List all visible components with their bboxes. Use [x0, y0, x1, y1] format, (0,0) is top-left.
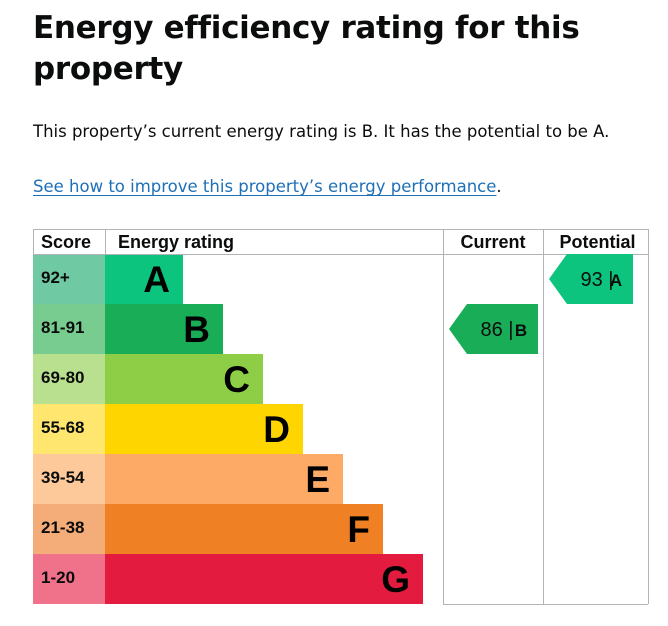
score-cell-c [33, 354, 105, 404]
improve-performance-link[interactable]: See how to improve this property’s energ… [33, 177, 497, 196]
rating-letter-c: C [223, 359, 250, 400]
score-range-a: 92+ [41, 268, 70, 287]
improve-link-line: See how to improve this property’s energ… [33, 175, 502, 199]
score-range-e: 39-54 [41, 468, 85, 487]
rating-summary: This property’s current energy rating is… [33, 122, 610, 141]
link-suffix: . [496, 177, 502, 196]
rating-letter-g: G [381, 559, 410, 600]
score-cell-a [33, 254, 105, 304]
page-title: Energy efficiency rating for this proper… [33, 10, 580, 87]
current-rating-score: 86 | [481, 319, 514, 341]
score-cell-d [33, 404, 105, 454]
score-cell-e [33, 454, 105, 504]
potential-rating-arrow [549, 254, 633, 304]
header-potential: Potential [559, 232, 635, 252]
header-energy-rating: Energy rating [118, 232, 234, 252]
potential-rating-score: 93 | [581, 269, 614, 291]
score-range-g: 1-20 [41, 568, 75, 587]
rating-bar-b [105, 304, 223, 354]
rating-letter-a: A [143, 259, 170, 300]
rating-bar-d [105, 404, 303, 454]
rating-bar-f [105, 504, 383, 554]
rating-letter-b: B [183, 309, 210, 350]
score-cell-f [33, 504, 105, 554]
header-score: Score [41, 232, 91, 252]
header-current: Current [460, 232, 525, 252]
score-range-d: 55-68 [41, 418, 84, 437]
rating-bar-a [105, 254, 183, 304]
score-range-f: 21-38 [41, 518, 84, 537]
rating-bar-e [105, 454, 343, 504]
current-rating-arrow [449, 304, 538, 354]
current-rating-band: B [515, 321, 527, 340]
score-cell-g [33, 554, 105, 604]
potential-rating-band: A [610, 271, 622, 290]
rating-letter-d: D [263, 409, 290, 450]
rating-letter-f: F [347, 509, 370, 550]
rating-letter-e: E [305, 459, 330, 500]
rating-bar-g [105, 554, 423, 604]
score-range-b: 81-91 [41, 318, 84, 337]
rating-bar-c [105, 354, 263, 404]
score-range-c: 69-80 [41, 368, 84, 387]
score-cell-b [33, 304, 105, 354]
